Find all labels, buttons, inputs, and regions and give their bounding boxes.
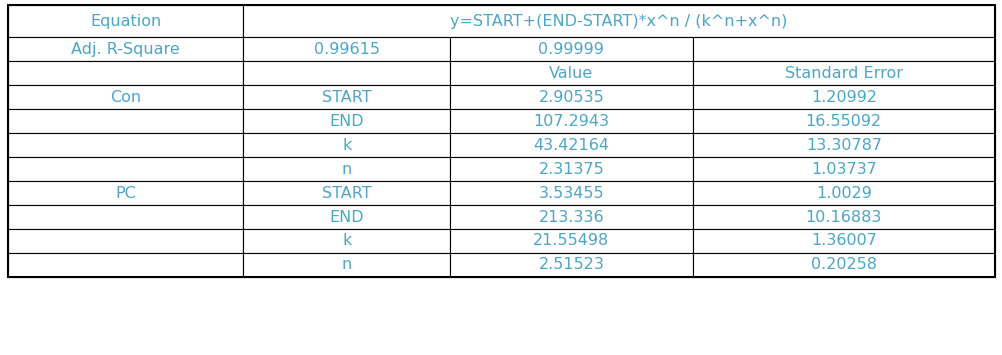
Text: Con: Con xyxy=(110,90,141,105)
Text: 10.16883: 10.16883 xyxy=(805,209,881,224)
Bar xyxy=(8,229,243,253)
Text: 3.53455: 3.53455 xyxy=(538,186,603,201)
Bar xyxy=(450,253,692,277)
Bar xyxy=(243,157,450,181)
Bar xyxy=(8,157,243,181)
Bar xyxy=(692,181,994,205)
Bar xyxy=(450,109,692,133)
Text: 1.03737: 1.03737 xyxy=(810,162,876,177)
Bar xyxy=(692,85,994,109)
Bar xyxy=(692,253,994,277)
Bar xyxy=(8,5,994,277)
Text: Standard Error: Standard Error xyxy=(784,66,902,81)
Text: Value: Value xyxy=(549,66,593,81)
Text: PC: PC xyxy=(115,186,136,201)
Bar xyxy=(450,229,692,253)
Text: 2.90535: 2.90535 xyxy=(538,90,603,105)
Text: 1.0029: 1.0029 xyxy=(815,186,871,201)
Text: 43.42164: 43.42164 xyxy=(533,138,609,153)
Bar xyxy=(450,61,692,85)
Bar xyxy=(243,109,450,133)
Text: START: START xyxy=(322,90,371,105)
Bar xyxy=(243,5,994,37)
Bar xyxy=(692,157,994,181)
Bar xyxy=(450,85,692,109)
Bar xyxy=(8,133,243,157)
Text: 0.99615: 0.99615 xyxy=(314,42,380,57)
Text: 0.20258: 0.20258 xyxy=(810,257,876,272)
Text: 16.55092: 16.55092 xyxy=(805,114,881,129)
Bar xyxy=(8,61,243,85)
Bar xyxy=(243,253,450,277)
Bar xyxy=(8,109,243,133)
Bar xyxy=(243,205,450,229)
Text: n: n xyxy=(342,257,352,272)
Text: 2.51523: 2.51523 xyxy=(538,257,604,272)
Bar xyxy=(450,205,692,229)
Bar xyxy=(450,37,692,61)
Bar xyxy=(450,181,692,205)
Text: 213.336: 213.336 xyxy=(538,209,603,224)
Text: k: k xyxy=(342,234,351,248)
Text: END: END xyxy=(329,209,364,224)
Bar xyxy=(8,37,243,61)
Bar xyxy=(692,109,994,133)
Text: START: START xyxy=(322,186,371,201)
Bar xyxy=(8,181,243,205)
Text: END: END xyxy=(329,114,364,129)
Text: k: k xyxy=(342,138,351,153)
Bar xyxy=(243,85,450,109)
Bar xyxy=(8,5,243,37)
Bar xyxy=(243,181,450,205)
Bar xyxy=(450,157,692,181)
Text: 1.36007: 1.36007 xyxy=(810,234,876,248)
Bar xyxy=(243,229,450,253)
Bar xyxy=(692,133,994,157)
Bar xyxy=(243,61,450,85)
Text: 2.31375: 2.31375 xyxy=(538,162,603,177)
Text: 21.55498: 21.55498 xyxy=(533,234,609,248)
Text: 13.30787: 13.30787 xyxy=(805,138,881,153)
Text: 0.99999: 0.99999 xyxy=(538,42,604,57)
Bar xyxy=(450,133,692,157)
Bar xyxy=(8,253,243,277)
Text: n: n xyxy=(342,162,352,177)
Text: Adj. R-Square: Adj. R-Square xyxy=(71,42,180,57)
Text: 107.2943: 107.2943 xyxy=(533,114,609,129)
Bar xyxy=(8,85,243,109)
Text: Equation: Equation xyxy=(90,14,161,29)
Bar xyxy=(692,229,994,253)
Bar xyxy=(692,205,994,229)
Bar xyxy=(692,37,994,61)
Bar xyxy=(243,133,450,157)
Bar xyxy=(8,205,243,229)
Bar xyxy=(243,37,450,61)
Text: 1.20992: 1.20992 xyxy=(810,90,876,105)
Text: y=START+(END-START)*x^n / (k^n+x^n): y=START+(END-START)*x^n / (k^n+x^n) xyxy=(450,14,787,29)
Bar xyxy=(692,61,994,85)
